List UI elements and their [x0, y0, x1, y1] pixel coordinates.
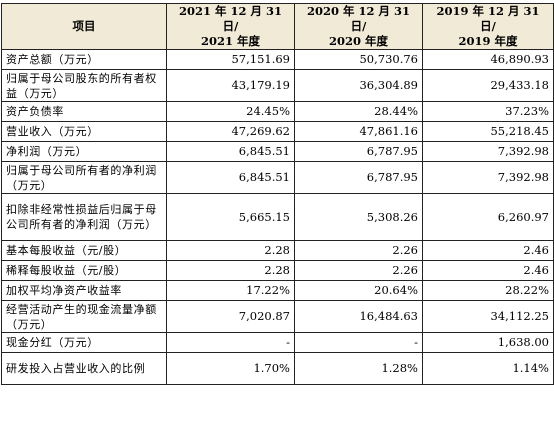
row-label: 基本每股收益（元/股）: [1, 240, 167, 261]
value-2021: 6,845.51: [166, 161, 295, 194]
value-2021: 24.45%: [166, 101, 295, 122]
value-2020: -: [294, 332, 423, 353]
header-2019-line2: 2019 年度: [458, 34, 518, 48]
table-row: 归属于母公司股东的所有者权益（万元） 43,179.19 36,304.89 2…: [1, 69, 554, 102]
header-2019: 2019 年 12 月 31 日/ 2019 年度: [422, 3, 554, 50]
header-row: 项目 2021 年 12 月 31 日/ 2021 年度 2020 年 12 月…: [1, 3, 554, 50]
value-2019: 55,218.45: [422, 121, 554, 142]
row-label: 资产总额（万元）: [1, 49, 167, 70]
value-2019: 6,260.97: [422, 193, 554, 241]
value-2019: 2.46: [422, 240, 554, 261]
header-2021-line2: 2021 年度: [200, 34, 260, 48]
value-2021: 47,269.62: [166, 121, 295, 142]
value-2020: 6,787.95: [294, 161, 423, 194]
value-2021: 2.28: [166, 260, 295, 281]
value-2021: 1.70%: [166, 352, 295, 385]
value-2020: 5,308.26: [294, 193, 423, 241]
table-row: 基本每股收益（元/股） 2.28 2.26 2.46: [1, 240, 554, 261]
value-2020: 47,861.16: [294, 121, 423, 142]
value-2019: 28.22%: [422, 280, 554, 301]
table-row: 现金分红（万元） - - 1,638.00: [1, 332, 554, 353]
row-label: 净利润（万元）: [1, 141, 167, 162]
value-2019: 46,890.93: [422, 49, 554, 70]
value-2021: 5,665.15: [166, 193, 295, 241]
header-item-label: 项目: [72, 19, 96, 33]
row-label: 现金分红（万元）: [1, 332, 167, 353]
header-2021: 2021 年 12 月 31 日/ 2021 年度: [166, 3, 295, 50]
value-2019: 34,112.25: [422, 300, 554, 333]
header-2020: 2020 年 12 月 31 日/ 2020 年度: [294, 3, 423, 50]
value-2020: 50,730.76: [294, 49, 423, 70]
table-body: 资产总额（万元） 57,151.69 50,730.76 46,890.93 归…: [1, 49, 554, 385]
table-row: 净利润（万元） 6,845.51 6,787.95 7,392.98: [1, 141, 554, 162]
value-2019: 2.46: [422, 260, 554, 281]
table-row: 营业收入（万元） 47,269.62 47,861.16 55,218.45: [1, 121, 554, 142]
value-2020: 20.64%: [294, 280, 423, 301]
row-label: 营业收入（万元）: [1, 121, 167, 142]
table-row: 加权平均净资产收益率 17.22% 20.64% 28.22%: [1, 280, 554, 301]
header-2020-line2: 2020 年度: [328, 34, 388, 48]
row-label: 经营活动产生的现金流量净额（万元）: [1, 300, 167, 333]
row-label: 加权平均净资产收益率: [1, 280, 167, 301]
table-header: 项目 2021 年 12 月 31 日/ 2021 年度 2020 年 12 月…: [1, 3, 554, 50]
row-label: 研发投入占营业收入的比例: [1, 352, 167, 385]
header-item: 项目: [1, 3, 167, 50]
header-2020-line1: 2020 年 12 月 31 日/: [306, 4, 411, 34]
row-label: 资产负债率: [1, 101, 167, 122]
table-row: 扣除非经常性损益后归属于母公司所有者的净利润（万元） 5,665.15 5,30…: [1, 193, 554, 241]
value-2020: 16,484.63: [294, 300, 423, 333]
table-row: 研发投入占营业收入的比例 1.70% 1.28% 1.14%: [1, 352, 554, 385]
value-2021: 43,179.19: [166, 69, 295, 102]
value-2021: 6,845.51: [166, 141, 295, 162]
row-label: 归属于母公司所有者的净利润（万元）: [1, 161, 167, 194]
value-2021: 7,020.87: [166, 300, 295, 333]
value-2020: 2.26: [294, 240, 423, 261]
header-2019-line1: 2019 年 12 月 31 日/: [436, 4, 540, 34]
value-2021: 57,151.69: [166, 49, 295, 70]
value-2020: 36,304.89: [294, 69, 423, 102]
value-2019: 7,392.98: [422, 141, 554, 162]
value-2019: 7,392.98: [422, 161, 554, 194]
value-2021: -: [166, 332, 295, 353]
value-2019: 1,638.00: [422, 332, 554, 353]
table-row: 归属于母公司所有者的净利润（万元） 6,845.51 6,787.95 7,39…: [1, 161, 554, 194]
value-2020: 2.26: [294, 260, 423, 281]
table-row: 资产总额（万元） 57,151.69 50,730.76 46,890.93: [1, 49, 554, 70]
financial-data-table: 项目 2021 年 12 月 31 日/ 2021 年度 2020 年 12 月…: [1, 3, 554, 385]
row-label: 稀释每股收益（元/股）: [1, 260, 167, 281]
value-2021: 2.28: [166, 240, 295, 261]
value-2020: 1.28%: [294, 352, 423, 385]
value-2021: 17.22%: [166, 280, 295, 301]
value-2019: 37.23%: [422, 101, 554, 122]
value-2019: 29,433.18: [422, 69, 554, 102]
value-2020: 28.44%: [294, 101, 423, 122]
table-row: 资产负债率 24.45% 28.44% 37.23%: [1, 101, 554, 122]
value-2020: 6,787.95: [294, 141, 423, 162]
row-label: 扣除非经常性损益后归属于母公司所有者的净利润（万元）: [1, 193, 167, 241]
table-row: 经营活动产生的现金流量净额（万元） 7,020.87 16,484.63 34,…: [1, 300, 554, 333]
value-2019: 1.14%: [422, 352, 554, 385]
row-label: 归属于母公司股东的所有者权益（万元）: [1, 69, 167, 102]
table-row: 稀释每股收益（元/股） 2.28 2.26 2.46: [1, 260, 554, 281]
header-2021-line1: 2021 年 12 月 31 日/: [178, 4, 283, 34]
